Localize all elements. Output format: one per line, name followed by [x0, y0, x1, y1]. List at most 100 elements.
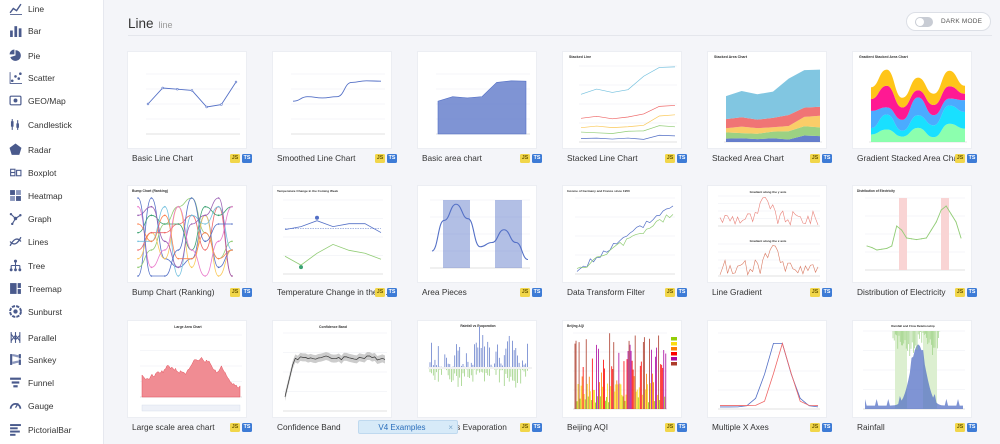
- ts-badge[interactable]: TS: [967, 154, 977, 163]
- chart-thumbnail[interactable]: Income of Germany and France since 1950: [563, 186, 682, 283]
- sidebar-item-funnel[interactable]: Funnel: [0, 372, 103, 394]
- js-badge[interactable]: JS: [810, 423, 820, 432]
- sidebar-item-geo-map[interactable]: GEO/Map: [0, 90, 103, 112]
- chart-thumbnail[interactable]: Temperature Change in the Coming Week: [273, 186, 392, 283]
- ts-badge[interactable]: TS: [967, 288, 977, 297]
- ts-badge[interactable]: TS: [822, 288, 832, 297]
- example-card-stacked-area-chart[interactable]: Stacked Area Chart: [707, 51, 827, 149]
- js-badge[interactable]: JS: [230, 423, 240, 432]
- example-card-basic-line-chart[interactable]: [127, 51, 247, 149]
- sidebar-item-pictorialbar[interactable]: PictorialBar: [0, 419, 103, 441]
- chart-thumbnail[interactable]: Stacked Line: [563, 52, 682, 149]
- example-card-stacked-line-chart[interactable]: Stacked Line: [562, 51, 682, 149]
- example-card-confidence-band[interactable]: Confidence Band: [272, 320, 392, 418]
- sidebar-item-pie[interactable]: Pie: [0, 45, 103, 67]
- sidebar-item-tree[interactable]: Tree: [0, 255, 103, 277]
- js-badge[interactable]: JS: [665, 288, 675, 297]
- example-card-rainfall-vs-evaporation[interactable]: Rainfall vs Evaporation: [417, 320, 537, 418]
- chart-thumbnail[interactable]: Bump Chart (Ranking): [128, 186, 247, 283]
- sidebar-item-gauge[interactable]: Gauge: [0, 395, 103, 417]
- example-card-distribution-of-electricity[interactable]: Distribution of Electricity: [852, 185, 972, 283]
- sidebar-item-lines[interactable]: Lines: [0, 231, 103, 253]
- chart-thumbnail[interactable]: Large Area Chart: [128, 321, 247, 418]
- js-badge[interactable]: JS: [520, 288, 530, 297]
- example-title[interactable]: Distribution of Electricity: [857, 287, 946, 297]
- chart-thumbnail[interactable]: Gradient Stacked Area Chart: [853, 52, 972, 149]
- example-card-data-transform-filter[interactable]: Income of Germany and France since 1950: [562, 185, 682, 283]
- js-badge[interactable]: JS: [955, 288, 965, 297]
- example-title[interactable]: Rainfall: [857, 422, 885, 432]
- chart-thumbnail[interactable]: Stacked Area Chart: [708, 52, 827, 149]
- example-card-smoothed-line-chart[interactable]: [272, 51, 392, 149]
- sidebar-item-bar[interactable]: Bar: [0, 20, 103, 42]
- ts-badge[interactable]: TS: [242, 423, 252, 432]
- js-badge[interactable]: JS: [375, 288, 385, 297]
- example-card-line-gradient[interactable]: Gradient along the y axis Gradient along …: [707, 185, 827, 283]
- example-card-basic-area-chart[interactable]: [417, 51, 537, 149]
- chart-thumbnail[interactable]: Rainfall vs Evaporation: [418, 321, 537, 418]
- chart-thumbnail[interactable]: Beijing AQI: [563, 321, 682, 418]
- example-card-large-scale-area-chart[interactable]: Large Area Chart: [127, 320, 247, 418]
- example-title[interactable]: Temperature Change in the Coming Week: [277, 287, 391, 297]
- example-title[interactable]: Stacked Area Chart: [712, 153, 784, 163]
- ts-badge[interactable]: TS: [677, 423, 687, 432]
- chart-thumbnail[interactable]: [708, 321, 827, 418]
- example-title[interactable]: Area Pieces: [422, 287, 467, 297]
- js-badge[interactable]: JS: [810, 154, 820, 163]
- close-icon[interactable]: ×: [448, 423, 453, 432]
- example-card-rainfall[interactable]: Rainfall and Flow Relationship: [852, 320, 972, 418]
- ts-badge[interactable]: TS: [677, 154, 687, 163]
- ts-badge[interactable]: TS: [387, 154, 397, 163]
- example-title[interactable]: Beijing AQI: [567, 422, 609, 432]
- example-title[interactable]: Gradient Stacked Area Chart: [857, 153, 964, 163]
- chart-thumbnail[interactable]: Rainfall and Flow Relationship: [853, 321, 972, 418]
- example-title[interactable]: Stacked Line Chart: [567, 153, 638, 163]
- ts-badge[interactable]: TS: [242, 288, 252, 297]
- ts-badge[interactable]: TS: [242, 154, 252, 163]
- js-badge[interactable]: JS: [955, 154, 965, 163]
- chart-thumbnail[interactable]: [418, 186, 537, 283]
- sidebar-item-boxplot[interactable]: Boxplot: [0, 162, 103, 184]
- ts-badge[interactable]: TS: [967, 423, 977, 432]
- sidebar-item-line[interactable]: Line: [0, 0, 103, 20]
- js-badge[interactable]: JS: [810, 288, 820, 297]
- ts-badge[interactable]: TS: [822, 423, 832, 432]
- js-badge[interactable]: JS: [955, 423, 965, 432]
- v4-examples-popup[interactable]: V4 Examples ×: [358, 420, 458, 434]
- sidebar-item-parallel[interactable]: Parallel: [0, 327, 103, 349]
- example-card-temperature-change-in-the-coming-week[interactable]: Temperature Change in the Coming Week: [272, 185, 392, 283]
- example-title[interactable]: Data Transform Filter: [567, 287, 645, 297]
- js-badge[interactable]: JS: [520, 423, 530, 432]
- dark-mode-toggle[interactable]: DARK MODE: [906, 12, 991, 31]
- chart-thumbnail[interactable]: [273, 52, 392, 149]
- js-badge[interactable]: JS: [375, 154, 385, 163]
- example-title[interactable]: Basic area chart: [422, 153, 482, 163]
- sidebar-item-sankey[interactable]: Sankey: [0, 349, 103, 371]
- example-card-bump-chart-ranking[interactable]: Bump Chart (Ranking): [127, 185, 247, 283]
- toggle-switch-icon[interactable]: [915, 16, 933, 27]
- js-badge[interactable]: JS: [665, 154, 675, 163]
- js-badge[interactable]: JS: [230, 288, 240, 297]
- example-title[interactable]: Line Gradient: [712, 287, 762, 297]
- ts-badge[interactable]: TS: [677, 288, 687, 297]
- ts-badge[interactable]: TS: [822, 154, 832, 163]
- chart-thumbnail[interactable]: [418, 52, 537, 149]
- example-title[interactable]: Bump Chart (Ranking): [132, 287, 215, 297]
- ts-badge[interactable]: TS: [532, 288, 542, 297]
- example-card-gradient-stacked-area-chart[interactable]: Gradient Stacked Area Chart: [852, 51, 972, 149]
- sidebar-item-heatmap[interactable]: Heatmap: [0, 185, 103, 207]
- sidebar-item-scatter[interactable]: Scatter: [0, 67, 103, 89]
- chart-thumbnail[interactable]: Distribution of Electricity: [853, 186, 972, 283]
- js-badge[interactable]: JS: [230, 154, 240, 163]
- ts-badge[interactable]: TS: [387, 288, 397, 297]
- sidebar-item-treemap[interactable]: Treemap: [0, 278, 103, 300]
- js-badge[interactable]: JS: [665, 423, 675, 432]
- sidebar-item-sunburst[interactable]: Sunburst: [0, 301, 103, 323]
- ts-badge[interactable]: TS: [532, 423, 542, 432]
- example-title[interactable]: Multiple X Axes: [712, 422, 769, 432]
- example-title[interactable]: Smoothed Line Chart: [277, 153, 356, 163]
- example-card-beijing-aqi[interactable]: Beijing AQI: [562, 320, 682, 418]
- ts-badge[interactable]: TS: [532, 154, 542, 163]
- example-title[interactable]: Large scale area chart: [132, 422, 215, 432]
- sidebar-item-candlestick[interactable]: Candlestick: [0, 114, 103, 136]
